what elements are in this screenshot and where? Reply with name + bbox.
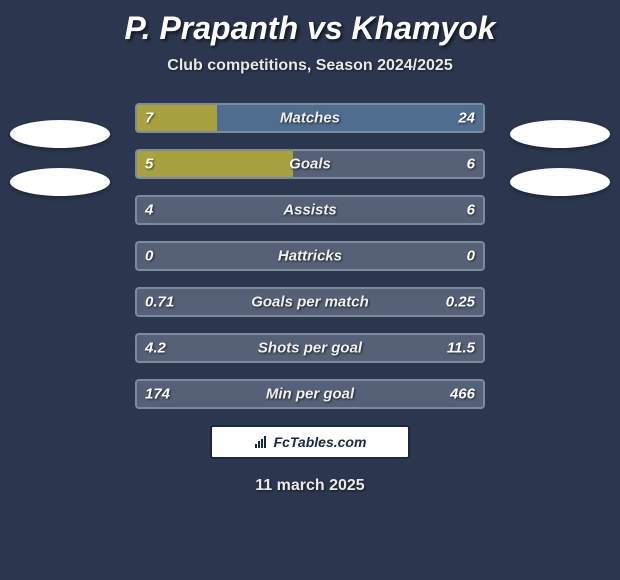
stat-value-left: 7 bbox=[145, 110, 153, 127]
page-date: 11 march 2025 bbox=[0, 477, 620, 495]
page-subtitle: Club competitions, Season 2024/2025 bbox=[0, 57, 620, 75]
badge-ellipse bbox=[510, 168, 610, 196]
stat-label: Matches bbox=[280, 110, 340, 127]
stat-value-right: 0 bbox=[467, 248, 475, 265]
stat-row-min-per-goal: 174 Min per goal 466 bbox=[135, 379, 485, 409]
branding-badge[interactable]: FcTables.com bbox=[210, 425, 410, 459]
stat-value-right: 11.5 bbox=[447, 340, 475, 357]
badge-ellipse bbox=[510, 120, 610, 148]
stat-row-hattricks: 0 Hattricks 0 bbox=[135, 241, 485, 271]
stat-row-assists: 4 Assists 6 bbox=[135, 195, 485, 225]
badge-ellipse bbox=[10, 168, 110, 196]
stats-bars: 7 Matches 24 5 Goals 6 4 Assists 6 0 Hat… bbox=[135, 103, 485, 409]
stat-value-left: 5 bbox=[145, 156, 153, 173]
stat-value-left: 0 bbox=[145, 248, 153, 265]
stat-label: Goals per match bbox=[251, 294, 369, 311]
branding-text: FcTables.com bbox=[274, 434, 367, 450]
stat-value-left: 0.71 bbox=[145, 294, 174, 311]
stat-label: Goals bbox=[289, 156, 331, 173]
comparison-container: P. Prapanth vs Khamyok Club competitions… bbox=[0, 0, 620, 580]
stat-value-right: 6 bbox=[467, 202, 475, 219]
stat-label: Shots per goal bbox=[258, 340, 362, 357]
player-left-badges bbox=[10, 120, 110, 216]
stat-value-right: 6 bbox=[467, 156, 475, 173]
stat-label: Assists bbox=[283, 202, 336, 219]
page-title: P. Prapanth vs Khamyok bbox=[0, 0, 620, 47]
badge-ellipse bbox=[10, 120, 110, 148]
player-right-badges bbox=[510, 120, 610, 216]
stat-row-goals-per-match: 0.71 Goals per match 0.25 bbox=[135, 287, 485, 317]
stat-value-left: 174 bbox=[145, 386, 170, 403]
stat-value-left: 4 bbox=[145, 202, 153, 219]
stat-value-right: 24 bbox=[458, 110, 475, 127]
stat-row-matches: 7 Matches 24 bbox=[135, 103, 485, 133]
stat-value-right: 466 bbox=[450, 386, 475, 403]
chart-icon bbox=[254, 435, 270, 449]
stat-value-right: 0.25 bbox=[446, 294, 475, 311]
stat-row-shots-per-goal: 4.2 Shots per goal 11.5 bbox=[135, 333, 485, 363]
stat-row-goals: 5 Goals 6 bbox=[135, 149, 485, 179]
bar-left-fill bbox=[137, 151, 293, 177]
stat-value-left: 4.2 bbox=[145, 340, 166, 357]
stat-label: Min per goal bbox=[266, 386, 354, 403]
bar-right-fill bbox=[217, 105, 483, 131]
stat-label: Hattricks bbox=[278, 248, 342, 265]
